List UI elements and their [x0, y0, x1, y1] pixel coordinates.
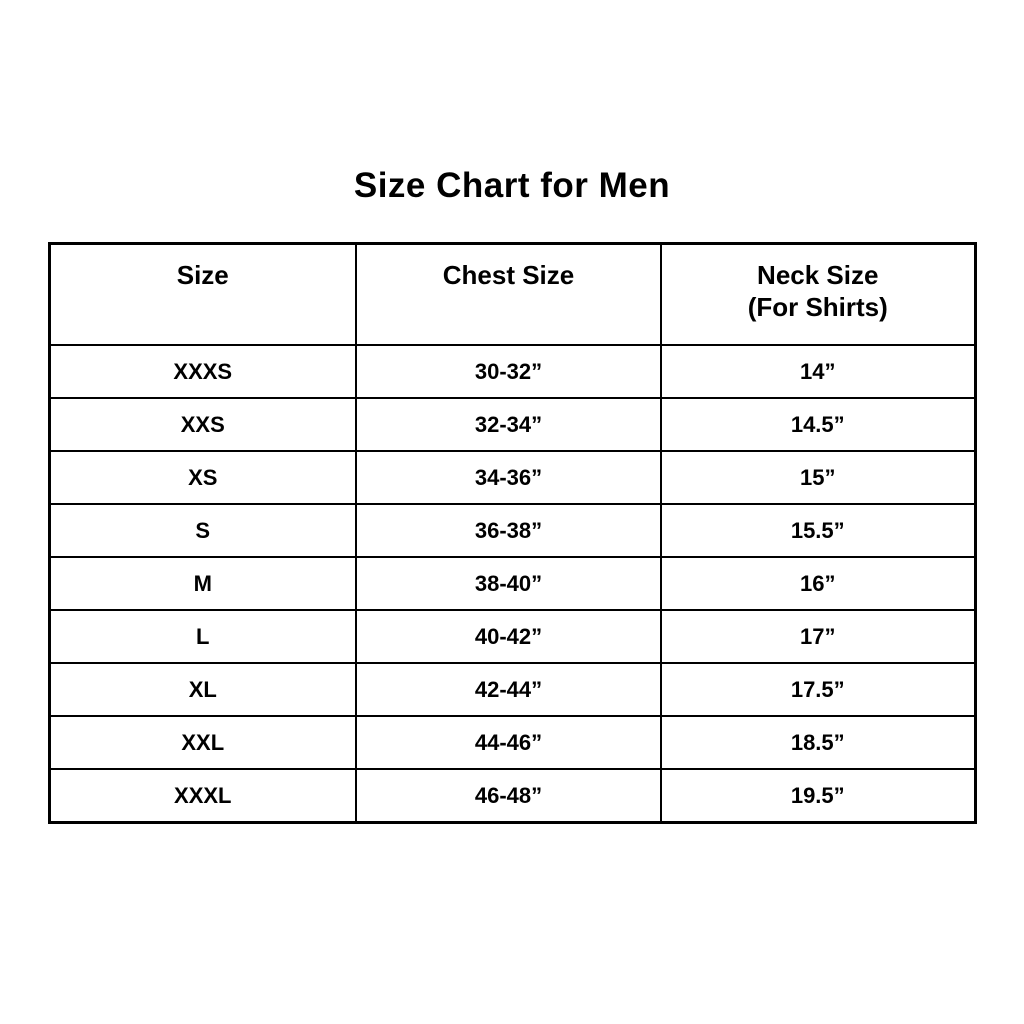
chest-size-cell: 34-36”	[355, 450, 662, 505]
neck-size-cell: 14”	[660, 344, 976, 399]
size-cell: XS	[48, 450, 357, 505]
chest-size-cell: 32-34”	[355, 397, 662, 452]
header-neck-size-line1: Neck Size	[757, 260, 879, 290]
header-size: Size	[48, 242, 357, 346]
chest-size-cell: 40-42”	[355, 609, 662, 664]
chest-size-cell: 42-44”	[355, 662, 662, 717]
chest-size-cell: 30-32”	[355, 344, 662, 399]
size-cell: XXS	[48, 397, 357, 452]
table-row: XXXL 46-48” 19.5”	[48, 768, 976, 824]
table-row: XXS 32-34” 14.5”	[48, 397, 976, 452]
neck-size-cell: 17”	[660, 609, 976, 664]
chest-size-cell: 38-40”	[355, 556, 662, 611]
table-row: XXXS 30-32” 14”	[48, 344, 976, 399]
size-cell: XXL	[48, 715, 357, 770]
table-row: S 36-38” 15.5”	[48, 503, 976, 558]
header-chest-size: Chest Size	[355, 242, 662, 346]
table-row: M 38-40” 16”	[48, 556, 976, 611]
neck-size-cell: 14.5”	[660, 397, 976, 452]
table-row: XS 34-36” 15”	[48, 450, 976, 505]
size-cell: S	[48, 503, 357, 558]
chest-size-cell: 44-46”	[355, 715, 662, 770]
size-cell: M	[48, 556, 357, 611]
neck-size-cell: 15.5”	[660, 503, 976, 558]
neck-size-cell: 19.5”	[660, 768, 976, 824]
neck-size-cell: 16”	[660, 556, 976, 611]
neck-size-cell: 17.5”	[660, 662, 976, 717]
header-neck-size: Neck Size (For Shirts)	[660, 242, 976, 346]
size-cell: XXXL	[48, 768, 357, 824]
table-row: L 40-42” 17”	[48, 609, 976, 664]
size-chart-table: Size Chest Size Neck Size (For Shirts) XX…	[47, 242, 977, 824]
size-cell: XL	[48, 662, 357, 717]
chest-size-cell: 46-48”	[355, 768, 662, 824]
chest-size-cell: 36-38”	[355, 503, 662, 558]
neck-size-cell: 15”	[660, 450, 976, 505]
table-row: XL 42-44” 17.5”	[48, 662, 976, 717]
neck-size-cell: 18.5”	[660, 715, 976, 770]
table-row: XXL 44-46” 18.5”	[48, 715, 976, 770]
header-neck-size-line2: (For Shirts)	[747, 292, 888, 322]
header-row: Size Chest Size Neck Size (For Shirts)	[48, 242, 976, 346]
page-title: Size Chart for Men	[353, 166, 671, 205]
size-cell: XXXS	[48, 344, 357, 399]
size-cell: L	[48, 609, 357, 664]
